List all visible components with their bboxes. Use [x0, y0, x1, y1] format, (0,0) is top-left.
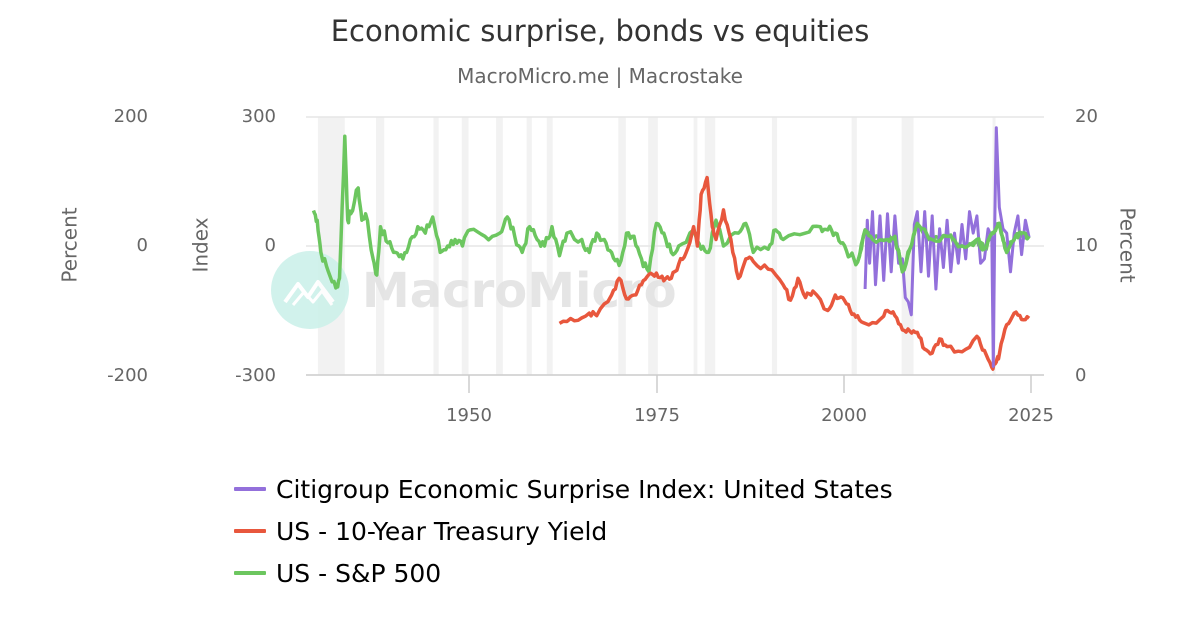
sp500-line-overlay — [855, 221, 1031, 274]
right-tick-top: 20 — [1075, 106, 1098, 127]
left-outer-tick-mid: 0 — [136, 235, 148, 256]
svg-text:MacroMicro: MacroMicro — [362, 263, 677, 319]
legend-label-citi: Citigroup Economic Surprise Index: Unite… — [276, 474, 893, 504]
legend-swatch-treasury — [234, 529, 266, 533]
legend-swatch-sp500 — [234, 571, 266, 575]
legend-label-treasury: US - 10-Year Treasury Yield — [276, 516, 608, 546]
left-inner-tick-top: 300 — [241, 106, 276, 127]
left-inner-tick-mid: 0 — [264, 235, 276, 256]
legend-label-sp500: US - S&P 500 — [276, 558, 442, 588]
right-tick-mid: 10 — [1075, 235, 1098, 256]
chart-title: Economic surprise, bonds vs equities — [330, 14, 870, 48]
legend-swatch-citi — [234, 487, 266, 491]
legend-item-treasury[interactable]: US - 10-Year Treasury Yield — [234, 510, 893, 552]
left-inner-tick-bottom: -300 — [235, 365, 276, 386]
x-tick-2000: 2000 — [821, 405, 867, 426]
right-tick-bottom: 0 — [1075, 365, 1087, 386]
left-outer-tick-top: 200 — [113, 106, 148, 127]
legend-item-sp500[interactable]: US - S&P 500 — [234, 552, 893, 594]
x-tick-2025: 2025 — [1008, 405, 1054, 426]
gridlines — [306, 116, 1044, 393]
chart-subtitle: MacroMicro.me | Macrostake — [457, 64, 743, 88]
legend-item-citi[interactable]: Citigroup Economic Surprise Index: Unite… — [234, 468, 893, 510]
treasury-yield-line — [558, 175, 1031, 371]
legend: Citigroup Economic Surprise Index: Unite… — [234, 468, 893, 594]
citi-surprise-line — [863, 126, 1031, 368]
x-tick-1950: 1950 — [446, 405, 492, 426]
left-outer-tick-bottom: -200 — [107, 365, 148, 386]
x-tick-1975: 1975 — [634, 405, 680, 426]
